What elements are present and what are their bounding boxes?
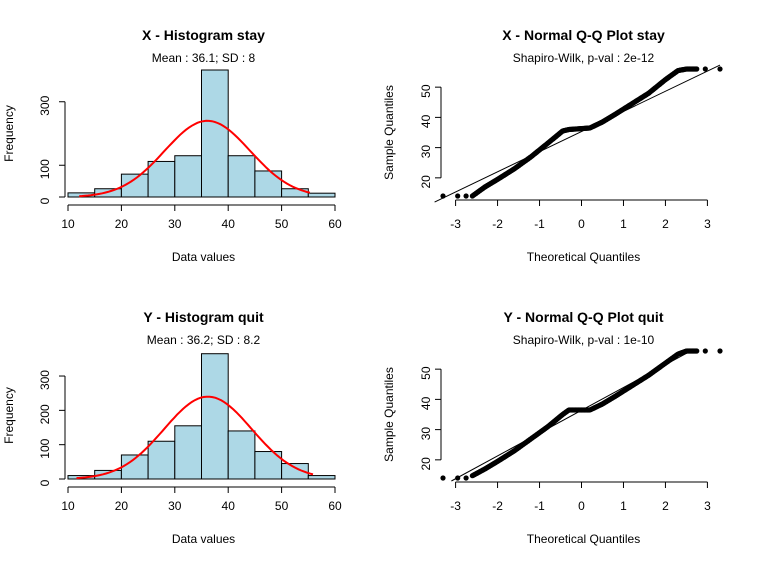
y-tick-label: 0 [38,197,52,204]
qq-point [717,348,723,354]
chart-title: X - Normal Q-Q Plot stay [502,27,665,43]
chart-subtitle: Shapiro-Wilk, p-val : 1e-10 [513,333,655,347]
x-tick-label: -1 [534,217,545,231]
y-tick-label: 300 [38,370,52,390]
x-tick-label: 1 [620,217,627,231]
qq-point [455,475,461,481]
qq-reference-line [434,64,721,203]
x-tick-label: 3 [704,217,711,231]
x-tick-label: 40 [222,217,236,231]
x-tick-label: 50 [275,217,289,231]
y-tick-label: 40 [419,396,433,410]
y-axis-label: Frequency [2,387,16,444]
y-tick-label: 50 [419,366,433,380]
qq-point [440,475,446,481]
x-tick-label: 30 [168,499,182,513]
y-tick-label: 20 [419,175,433,189]
histogram-bar [201,69,229,198]
qq-point [694,348,700,354]
histogram-bar [307,475,336,480]
x-tick-label: 0 [578,217,585,231]
histogram-bar [174,155,203,198]
y-tick-label: 40 [419,114,433,128]
x-tick-label: 2 [662,499,669,513]
x-tick-label: 3 [704,499,711,513]
histogram-bar [254,451,283,480]
x-tick-label: 10 [61,499,75,513]
y-tick-label: 0 [38,479,52,486]
x-tick-label: 40 [222,499,236,513]
x-axis-label: Data values [172,250,235,264]
x-tick-label: 60 [328,217,342,231]
x-tick-label: 20 [115,217,129,231]
chart-subtitle: Mean : 36.1; SD : 8 [152,51,256,65]
y-tick-label: 50 [419,84,433,98]
histogram-bar [174,425,203,480]
y-tick-label: 30 [419,427,433,441]
chart-subtitle: Shapiro-Wilk, p-val : 2e-12 [513,51,655,65]
normal-density-curve [76,395,314,480]
histogram-bar [227,430,256,480]
y-tick-label: 300 [38,95,52,115]
histogram-bar [281,188,309,198]
qq-point [440,193,446,199]
x-axis-label: Theoretical Quantiles [527,532,640,546]
histogram-bar [281,463,309,480]
histogram-panel: Y - Histogram quit Mean : 36.2; SD : 8.2 1… [2,309,342,546]
y-tick-label: 30 [419,145,433,159]
normal-density-curve [79,119,311,198]
x-tick-label: 0 [578,499,585,513]
x-tick-label: 30 [168,217,182,231]
x-tick-label: -2 [492,217,503,231]
y-axis-label: Sample Quantiles [382,85,396,180]
qq-point [463,193,469,199]
histogram-bar [307,192,336,198]
qq-plot-panel: Y - Normal Q-Q Plot quit Shapiro-Wilk, p-… [382,309,723,546]
x-tick-label: 2 [662,217,669,231]
y-axis-label: Frequency [2,105,16,162]
qq-point [455,193,461,199]
x-tick-label: 1 [620,499,627,513]
histogram-bar [227,155,256,198]
chart-title: Y - Histogram quit [143,309,264,325]
x-tick-label: -3 [450,499,461,513]
qq-point [717,66,723,72]
x-tick-label: -3 [450,217,461,231]
histogram-bar [147,160,176,198]
y-tick-label: 100 [38,438,52,458]
x-tick-label: 10 [61,217,75,231]
x-tick-label: -2 [492,499,503,513]
y-tick-label: 100 [38,159,52,179]
chart-title: Y - Normal Q-Q Plot quit [504,309,664,325]
qq-point [702,348,708,354]
x-tick-label: 20 [115,499,129,513]
x-axis-label: Theoretical Quantiles [527,250,640,264]
qq-plot-panel: X - Normal Q-Q Plot stay Shapiro-Wilk, p-… [382,27,723,264]
y-tick-label: 20 [419,457,433,471]
x-tick-label: -1 [534,499,545,513]
x-tick-label: 50 [275,499,289,513]
histogram-bar [254,170,283,198]
histogram-panel: X - Histogram stay Mean : 36.1; SD : 8 10 2… [2,27,342,264]
histogram-bar [147,440,176,480]
qq-point [463,475,469,481]
x-tick-label: 60 [328,499,342,513]
chart-subtitle: Mean : 36.2; SD : 8.2 [147,333,261,347]
qq-point [702,66,708,72]
x-axis-label: Data values [172,532,235,546]
histogram-bar [201,353,229,480]
qq-point [694,66,700,72]
y-tick-label: 200 [38,404,52,424]
y-axis-label: Sample Quantiles [382,367,396,462]
chart-title: X - Histogram stay [142,27,265,43]
